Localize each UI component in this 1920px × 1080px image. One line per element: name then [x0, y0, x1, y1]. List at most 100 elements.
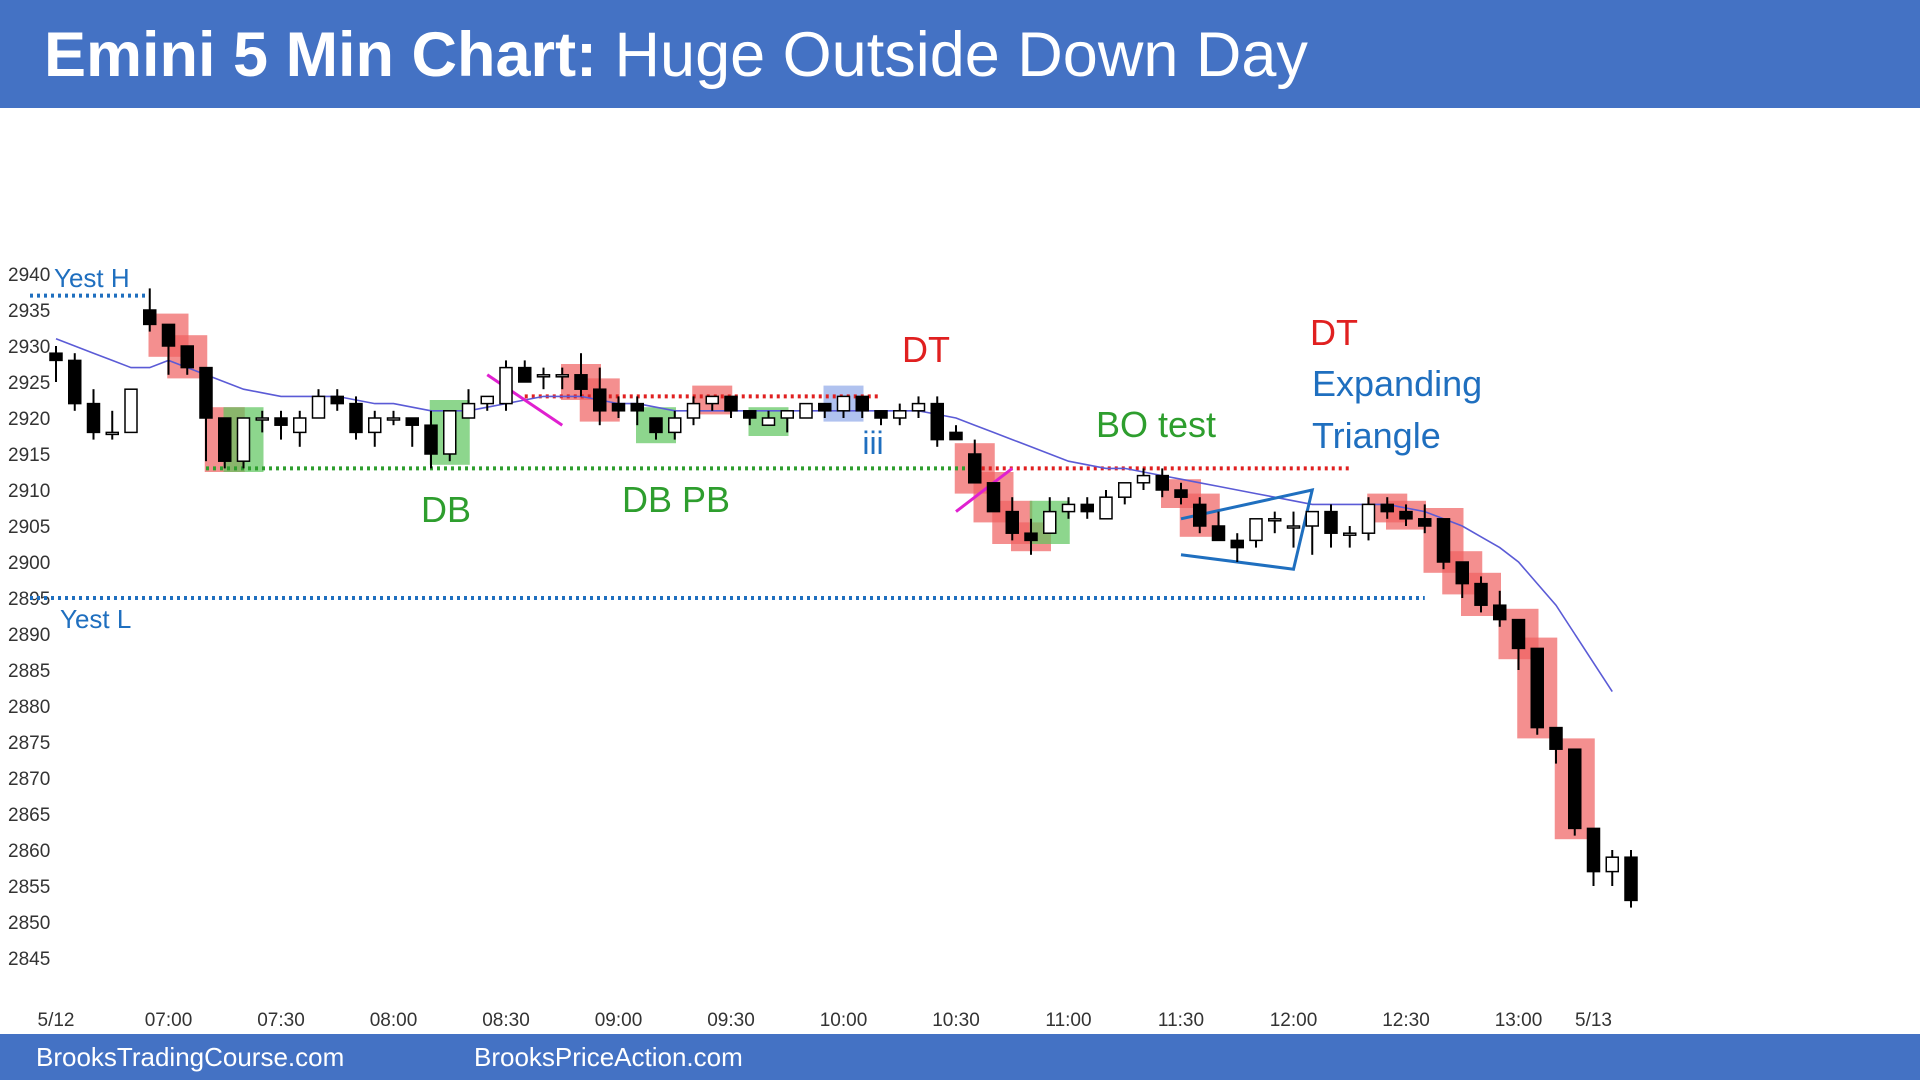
- candle-body: [368, 417, 382, 434]
- candle-body: [649, 417, 663, 434]
- candle-body: [686, 402, 701, 419]
- x-tick-label: 07:30: [257, 1010, 305, 1031]
- candle-body: [424, 424, 438, 455]
- x-tick-label: 08:30: [482, 1010, 530, 1031]
- x-tick-label: 08:00: [370, 1010, 418, 1031]
- candle-body: [1286, 525, 1301, 529]
- y-tick-label: 2865: [8, 805, 50, 826]
- candle-body: [1249, 518, 1263, 542]
- x-tick-label: 11:30: [1158, 1010, 1204, 1031]
- candle-body: [274, 417, 288, 426]
- candle-body: [499, 366, 513, 405]
- y-tick-label: 2920: [8, 409, 50, 430]
- y-tick-label: 2885: [8, 661, 50, 682]
- candle-body: [1549, 726, 1563, 750]
- candle-body: [1455, 561, 1469, 585]
- footer-link-trading-course[interactable]: BrooksTradingCourse.com: [36, 1042, 345, 1072]
- candle-body: [724, 395, 738, 412]
- candle-body: [1024, 532, 1038, 542]
- candle-body: [1568, 748, 1582, 830]
- candle-body: [536, 374, 551, 378]
- candle-body: [161, 323, 176, 347]
- candle-body: [86, 402, 101, 434]
- candle-body: [949, 431, 963, 441]
- y-tick-label: 2900: [8, 553, 50, 574]
- candle-body: [611, 402, 626, 412]
- footer-bar: BrooksTradingCourse.com BrooksPriceActio…: [0, 1034, 1920, 1080]
- y-tick-label: 2855: [8, 877, 50, 898]
- candle-body: [1099, 496, 1113, 520]
- y-tick-label: 2870: [8, 769, 50, 790]
- annotation-db: DB: [421, 489, 471, 530]
- y-tick-label: 2875: [8, 733, 50, 754]
- candle-body: [311, 395, 326, 419]
- y-tick-label: 2930: [8, 337, 50, 358]
- y-tick-label: 2890: [8, 625, 50, 646]
- title-bold: Emini 5 Min Chart:: [44, 20, 598, 90]
- x-tick-label: 09:30: [707, 1010, 755, 1031]
- candle-body: [1174, 489, 1188, 498]
- candle-body: [480, 395, 494, 405]
- candle-body: [1324, 510, 1338, 534]
- title-bar: Emini 5 Min Chart: Huge Outside Down Day: [0, 0, 1920, 108]
- candle-body: [1436, 518, 1451, 563]
- candle-body: [1211, 525, 1226, 542]
- candle-body: [1005, 510, 1019, 534]
- candle-body: [1118, 482, 1132, 498]
- candle-body: [930, 402, 944, 441]
- breakout-test-line: [955, 467, 1014, 513]
- yesterday-high-label: Yest H: [54, 263, 130, 293]
- x-tick-label: 07:00: [145, 1010, 193, 1031]
- candle-body: [49, 352, 63, 362]
- annotation-dt: DT: [1310, 312, 1358, 353]
- candle-body: [780, 410, 794, 419]
- x-tick-label: 12:00: [1270, 1010, 1318, 1031]
- candle-body: [1418, 518, 1432, 527]
- candle-body: [180, 345, 194, 369]
- x-tick-label: 5/13: [1575, 1010, 1612, 1031]
- candle-body: [68, 359, 82, 405]
- y-tick-label: 2940: [8, 265, 50, 286]
- candle-body: [1624, 856, 1638, 902]
- x-tick-label: 10:30: [932, 1010, 980, 1031]
- candle-body: [293, 417, 307, 434]
- candle-body: [236, 417, 251, 462]
- candle-body: [386, 417, 401, 421]
- x-tick-label: 12:30: [1382, 1010, 1430, 1031]
- candle-body: [574, 374, 588, 390]
- candle-body: [1605, 856, 1619, 873]
- annotation-dt: DT: [902, 329, 950, 370]
- candle-body: [143, 309, 157, 326]
- candle-body: [818, 402, 832, 412]
- candle-body: [743, 410, 757, 419]
- footer-link-price-action[interactable]: BrooksPriceAction.com: [474, 1042, 743, 1072]
- candle-body: [461, 402, 476, 419]
- candle-body: [836, 395, 851, 412]
- y-tick-label: 2935: [8, 301, 50, 322]
- yesterday-low-label: Yest L: [60, 604, 131, 634]
- candle-body: [330, 395, 344, 405]
- y-tick-label: 2915: [8, 445, 50, 466]
- y-tick-label: 2905: [8, 517, 50, 538]
- candle-body: [199, 366, 213, 419]
- x-tick-label: 09:00: [595, 1010, 643, 1031]
- candle-body: [349, 402, 363, 434]
- candle-body: [630, 402, 644, 412]
- candle-body: [1193, 503, 1207, 527]
- candle-body: [855, 395, 869, 412]
- candle-body: [1155, 474, 1169, 491]
- x-tick-label: 13:00: [1495, 1010, 1543, 1031]
- candle-body: [986, 482, 1001, 513]
- candle-body: [1474, 582, 1488, 606]
- candle-body: [1380, 503, 1394, 513]
- candle-body: [1061, 503, 1076, 513]
- annotation-db-pb: DB PB: [622, 479, 730, 520]
- y-tick-label: 2880: [8, 697, 50, 718]
- candle-body: [705, 395, 719, 405]
- x-tick-label: 11:00: [1045, 1010, 1091, 1031]
- candle-body: [761, 417, 776, 426]
- page-title: Emini 5 Min Chart: Huge Outside Down Day: [44, 20, 1308, 90]
- candle-body: [124, 388, 138, 434]
- candle-body: [911, 402, 926, 412]
- annotation-expanding: Expanding: [1312, 363, 1482, 404]
